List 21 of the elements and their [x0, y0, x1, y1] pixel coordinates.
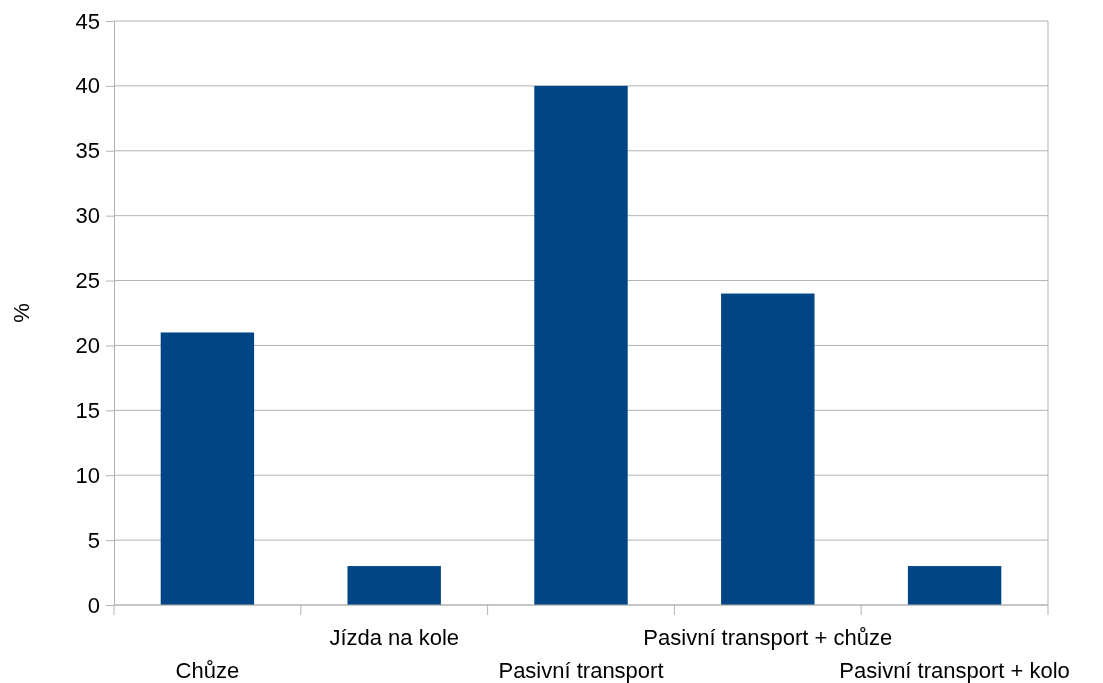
- x-tick-label: Jízda na kole: [329, 625, 460, 650]
- y-tick-label: 25: [75, 268, 100, 294]
- y-tick-label: 10: [75, 462, 100, 488]
- bar: [347, 566, 441, 605]
- y-tick-label: 15: [75, 397, 100, 423]
- bar: [721, 293, 815, 605]
- bar: [907, 566, 1002, 605]
- x-tick-label: Pasivní transport + chůze: [643, 625, 893, 650]
- bar: [160, 332, 255, 605]
- y-axis-title: %: [9, 303, 34, 323]
- bar: [534, 85, 628, 605]
- y-tick-label: 30: [75, 203, 100, 229]
- x-tick-label: Chůze: [175, 658, 240, 683]
- x-tick-label: Pasivní transport: [498, 658, 664, 683]
- y-tick-label: 5: [87, 527, 100, 553]
- x-tick-label: Pasivní transport + kolo: [839, 658, 1070, 683]
- y-tick-label: 0: [87, 592, 100, 618]
- y-tick-label: 20: [75, 332, 100, 358]
- y-tick-label: 40: [75, 73, 100, 99]
- y-tick-label: 35: [75, 138, 100, 164]
- y-tick-label: 45: [75, 8, 100, 34]
